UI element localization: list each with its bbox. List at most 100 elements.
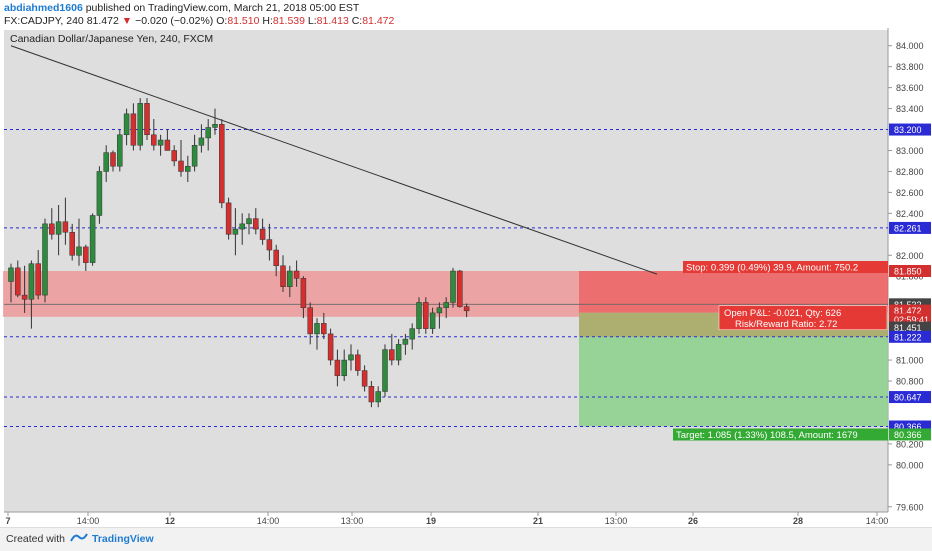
price-label: 83.200 — [894, 125, 922, 135]
x-tick-label: 13:00 — [341, 516, 364, 524]
candle-body — [361, 370, 368, 387]
candle-body — [62, 221, 69, 233]
stop-label: Stop: 0.399 (0.49%) 39.9, Amount: 750.2 — [686, 263, 858, 274]
candle-body — [409, 328, 415, 340]
price-label-box — [889, 321, 931, 334]
y-tick-label: 84.000 — [896, 41, 924, 51]
x-tick-label: 26 — [688, 516, 698, 524]
price-label: 81.850 — [894, 267, 922, 277]
price-label: 02:59:41 — [894, 315, 929, 325]
candle-body — [15, 267, 21, 296]
candle-body — [89, 215, 96, 263]
candle-body — [300, 278, 307, 308]
low-label: L: — [307, 15, 317, 27]
price-label-box — [889, 265, 931, 277]
candle-body — [191, 145, 198, 167]
candle-body — [212, 124, 218, 128]
candle-body — [246, 218, 252, 225]
created-with-text: Created with — [6, 533, 65, 545]
candle-body — [429, 312, 436, 329]
candle-body — [164, 139, 171, 151]
candle-body — [307, 307, 313, 335]
candle-body — [389, 349, 395, 361]
candle-body — [463, 306, 470, 312]
candle-body — [205, 127, 211, 139]
open-value: 81.510 — [227, 15, 260, 27]
y-tick-label: 82.600 — [896, 188, 924, 198]
rr-label: Risk/Reward Ratio: 2.72 — [735, 319, 837, 330]
candlestick-chart[interactable]: Canadian Dollar/Japanese Yen, 240, FXCM S… — [0, 28, 932, 526]
x-tick-label: 12 — [165, 516, 175, 524]
price-label: 81.451 — [894, 323, 922, 333]
candle-body — [21, 294, 28, 300]
publish-info: abdiahmed1606 published on TradingView.c… — [4, 2, 359, 14]
candle-body — [42, 223, 48, 296]
x-tick-label: 14:00 — [77, 516, 100, 524]
price-label-box — [889, 391, 931, 404]
y-tick-label: 79.600 — [896, 502, 924, 512]
tradingview-brand[interactable]: TradingView — [92, 533, 154, 545]
candle-body — [457, 270, 463, 307]
y-tick-label: 80.000 — [896, 460, 924, 470]
y-tick-label: 83.600 — [896, 83, 924, 93]
candle-body — [253, 218, 259, 230]
x-tick-label: 19 — [426, 516, 436, 524]
candle-body — [423, 302, 429, 329]
candle-body — [382, 349, 388, 392]
close-label: C: — [351, 15, 363, 27]
price-label: 82.261 — [894, 223, 922, 233]
x-tick-label: 14:00 — [866, 516, 889, 524]
price-label: 80.366 — [894, 430, 922, 440]
candle-body — [266, 239, 273, 251]
chart-area[interactable]: Canadian Dollar/Japanese Yen, 240, FXCM S… — [0, 28, 932, 526]
chart-title: Canadian Dollar/Japanese Yen, 240, FXCM — [10, 33, 213, 45]
down-arrow-icon: ▼ — [121, 15, 133, 27]
candle-body — [49, 223, 55, 235]
x-tick-label: 21 — [533, 516, 543, 524]
candle-body — [280, 265, 286, 287]
candle-body — [137, 103, 143, 146]
candle-body — [28, 263, 35, 300]
y-tick-label: 80.200 — [896, 439, 924, 449]
y-tick-label: 80.800 — [896, 377, 924, 387]
trendline — [10, 45, 658, 275]
tradingview-logo-icon — [70, 533, 88, 542]
y-tick-label: 82.000 — [896, 251, 924, 261]
price-label-box — [889, 330, 931, 343]
candle-body — [151, 134, 157, 146]
y-tick-label: 83.000 — [896, 146, 924, 156]
symbol: FX:CADJPY, 240 — [4, 15, 84, 27]
candle-body — [341, 359, 347, 377]
candle-body — [185, 165, 191, 172]
candle-body — [69, 231, 75, 256]
candle-body — [123, 113, 130, 136]
price-label-box — [889, 123, 931, 136]
author-link[interactable]: abdiahmed1606 — [4, 2, 83, 14]
candle-body — [321, 323, 327, 335]
y-tick-label: 81.000 — [896, 356, 924, 366]
candle-body — [293, 270, 300, 279]
x-tick-label: 13:00 — [605, 516, 628, 524]
candle-body — [375, 391, 381, 403]
candle-body — [402, 338, 409, 345]
candle-body — [171, 150, 177, 162]
candle-body — [348, 354, 354, 361]
high-value: 81.539 — [272, 15, 305, 27]
price-label-box — [889, 428, 931, 441]
candle-body — [287, 270, 293, 287]
candle-body — [35, 263, 41, 296]
candle-body — [450, 270, 456, 303]
pl-label: Open P&L: -0.021, Qty: 626 — [724, 308, 841, 319]
y-tick-label: 83.800 — [896, 62, 924, 72]
price-label: 80.366 — [894, 422, 922, 432]
candle-body — [416, 302, 422, 329]
price-label: 80.647 — [894, 393, 922, 403]
y-tick-label: 83.400 — [896, 104, 924, 114]
candle-body — [144, 103, 150, 136]
candle-body — [130, 113, 137, 146]
y-tick-label: 82.400 — [896, 209, 924, 219]
price-label-box — [889, 221, 931, 234]
open-label: O: — [216, 15, 228, 27]
price-label: 81.222 — [894, 332, 922, 342]
high-label: H: — [262, 15, 273, 27]
